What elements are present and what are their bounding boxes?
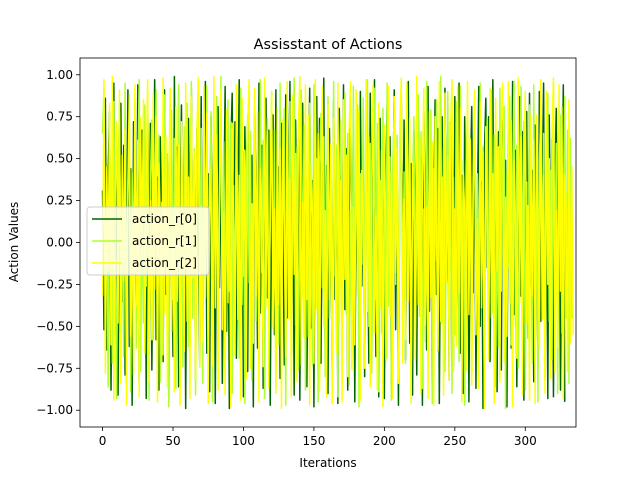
y-tick-label: −1.00 — [36, 403, 73, 417]
y-axis-label: Action Values — [7, 202, 21, 283]
y-tick-label: 0.50 — [46, 152, 73, 166]
legend-label-0: action_r[0] — [132, 212, 197, 226]
legend-label-1: action_r[1] — [132, 234, 197, 248]
x-tick-label: 100 — [232, 434, 255, 448]
y-tick-label: 0.00 — [46, 236, 73, 250]
y-tick-label: 0.75 — [46, 110, 73, 124]
y-axis: −1.00 −0.75 −0.50 −0.25 0.00 0.25 0.50 0.75 1.00 — [36, 68, 80, 417]
legend-box — [86, 206, 210, 276]
legend: action_r[0] action_r[1] action_r[2] — [86, 206, 210, 276]
y-tick-label: −0.50 — [36, 319, 73, 333]
chart-title: Assisstant of Actions — [254, 37, 403, 53]
x-tick-label: 200 — [373, 434, 396, 448]
y-tick-label: 1.00 — [46, 68, 73, 82]
legend-label-2: action_r[2] — [132, 256, 197, 270]
y-tick-label: 0.25 — [46, 194, 73, 208]
x-tick-label: 250 — [443, 434, 466, 448]
x-axis-label: Iterations — [299, 456, 356, 470]
y-tick-label: −0.25 — [36, 277, 73, 291]
x-tick-label: 50 — [165, 434, 180, 448]
x-axis: 0 50 100 150 200 250 300 — [99, 427, 537, 448]
x-tick-label: 300 — [514, 434, 537, 448]
x-tick-label: 150 — [302, 434, 325, 448]
y-tick-label: −0.75 — [36, 361, 73, 375]
x-tick-label: 0 — [99, 434, 107, 448]
